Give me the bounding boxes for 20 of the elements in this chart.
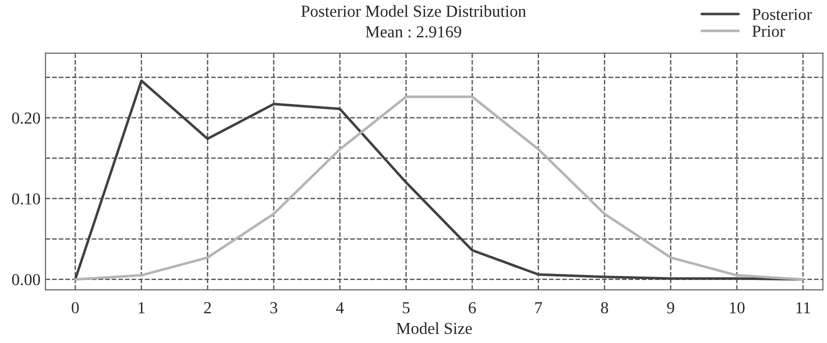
x-tick-label: 4	[336, 302, 344, 314]
x-tick-label: 9	[667, 302, 674, 314]
x-tick-label: 3	[270, 302, 278, 314]
x-tick-label: 10	[730, 302, 745, 314]
x-tick-label: 6	[468, 302, 476, 314]
legend-label: Posterior	[752, 8, 812, 20]
x-tick-label: 1	[138, 302, 145, 314]
x-tick-label: 8	[601, 302, 608, 314]
x-axis-title: Model Size	[396, 322, 472, 334]
y-tick-label: 0.10	[12, 193, 40, 205]
legend-label: Prior	[752, 26, 786, 37]
chart-subtitle: Mean : 2.9169	[366, 26, 462, 38]
y-tick-label: 0.20	[12, 112, 40, 124]
x-tick-label: 5	[402, 302, 410, 314]
x-tick-label: 0	[72, 302, 79, 314]
y-tick-label: 0.00	[12, 274, 40, 286]
x-tick-label: 7	[535, 302, 542, 314]
x-tick-label: 11	[796, 302, 810, 314]
chart-title: Posterior Model Size Distribution	[301, 5, 526, 17]
x-tick-label: 2	[204, 302, 211, 314]
